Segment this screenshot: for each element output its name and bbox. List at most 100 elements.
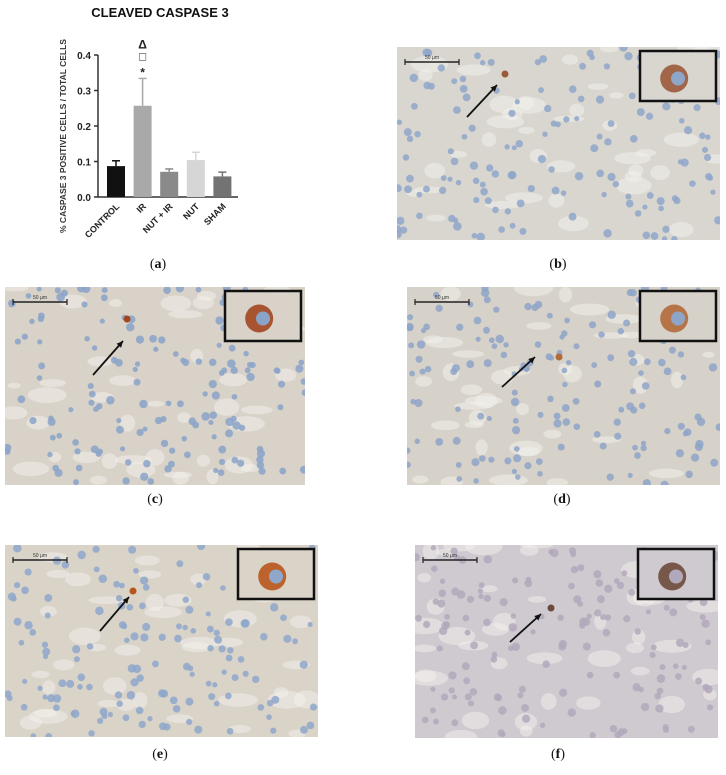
- nucleus: [415, 553, 420, 562]
- nucleus: [440, 693, 449, 701]
- nucleus: [237, 656, 245, 663]
- nucleus: [519, 227, 527, 235]
- nucleus: [453, 106, 461, 114]
- sinusoid: [89, 475, 108, 485]
- nucleus: [30, 733, 37, 737]
- nucleus: [135, 335, 145, 344]
- nucleus: [447, 176, 453, 182]
- sinusoid: [587, 650, 621, 667]
- nucleus: [299, 660, 308, 669]
- y-tick-label: 0.3: [77, 87, 91, 98]
- nucleus: [101, 287, 108, 294]
- nucleus: [295, 364, 304, 373]
- nucleus: [22, 678, 28, 684]
- nucleus: [54, 287, 61, 294]
- nucleus: [671, 235, 678, 240]
- nucleus: [45, 732, 53, 737]
- nucleus: [257, 704, 265, 711]
- nucleus: [435, 304, 443, 312]
- nucleus: [705, 134, 711, 140]
- nucleus: [604, 138, 612, 146]
- sinusoid: [192, 296, 214, 310]
- nucleus: [675, 449, 685, 458]
- nucleus: [47, 417, 56, 426]
- nucleus: [114, 691, 123, 699]
- nucleus: [176, 560, 184, 568]
- sinusoid: [68, 627, 101, 645]
- nucleus: [488, 337, 495, 344]
- nucleus: [181, 435, 188, 442]
- nucleus: [517, 692, 524, 699]
- nucleus: [100, 294, 108, 302]
- sinusoid: [599, 47, 619, 53]
- sinusoid: [475, 439, 488, 456]
- sinusoid: [663, 132, 699, 147]
- nucleus: [669, 608, 678, 617]
- nucleus: [400, 226, 408, 234]
- nucleus: [491, 343, 498, 349]
- nucleus: [278, 380, 286, 388]
- nucleus: [177, 400, 184, 408]
- tissue-image: 50 µm: [5, 545, 318, 737]
- nucleus: [29, 318, 35, 325]
- nucleus: [607, 354, 615, 362]
- nucleus: [456, 476, 463, 482]
- nucleus: [130, 632, 139, 641]
- nucleus: [478, 593, 484, 600]
- nucleus: [604, 614, 612, 621]
- nucleus: [163, 287, 171, 294]
- nucleus: [476, 232, 485, 240]
- nucleus: [175, 623, 183, 630]
- nucleus: [92, 545, 100, 553]
- nucleus: [409, 73, 419, 83]
- sinusoid: [625, 642, 645, 654]
- nucleus: [190, 627, 197, 634]
- sinusoid: [28, 709, 68, 724]
- sinusoid: [516, 95, 535, 111]
- nucleus: [256, 455, 264, 464]
- nucleus: [5, 448, 11, 455]
- nucleus: [636, 108, 645, 117]
- sinusoid: [658, 695, 686, 714]
- nucleus: [431, 565, 438, 572]
- nucleus: [196, 582, 203, 589]
- bar-control: [107, 166, 125, 197]
- nucleus: [498, 226, 505, 233]
- y-tick-label: 0.0: [77, 193, 91, 204]
- nucleus: [491, 651, 498, 658]
- sinusoid: [228, 724, 251, 734]
- nucleus: [73, 479, 79, 485]
- nucleus: [438, 186, 447, 195]
- scale-bar-label: 50 µm: [443, 553, 457, 559]
- nucleus: [531, 303, 539, 312]
- nucleus: [613, 418, 621, 426]
- nucleus: [58, 679, 67, 688]
- nucleus: [515, 474, 521, 480]
- inset-nucleus: [671, 311, 685, 326]
- sinusoid: [592, 436, 621, 444]
- bar-nut-ir: [160, 171, 179, 197]
- sinusoid: [587, 83, 609, 90]
- nucleus: [538, 87, 544, 93]
- nucleus: [142, 583, 150, 591]
- nucleus: [240, 619, 249, 628]
- nucleus: [195, 358, 203, 365]
- sinusoid: [650, 165, 670, 181]
- nucleus: [218, 445, 227, 454]
- nucleus: [422, 185, 430, 193]
- nucleus: [153, 346, 159, 352]
- sinusoid: [426, 214, 446, 222]
- nucleus: [577, 95, 585, 103]
- sinusoid: [97, 699, 121, 708]
- arrowhead-icon: [122, 597, 129, 604]
- nucleus: [483, 296, 491, 304]
- nucleus: [160, 439, 169, 448]
- nucleus: [169, 696, 178, 705]
- sinusoid: [72, 451, 101, 464]
- nucleus: [675, 638, 685, 647]
- nucleus: [591, 362, 598, 368]
- nucleus: [158, 633, 166, 641]
- nucleus: [88, 730, 95, 737]
- nucleus: [36, 375, 43, 381]
- sinusoid: [635, 149, 657, 157]
